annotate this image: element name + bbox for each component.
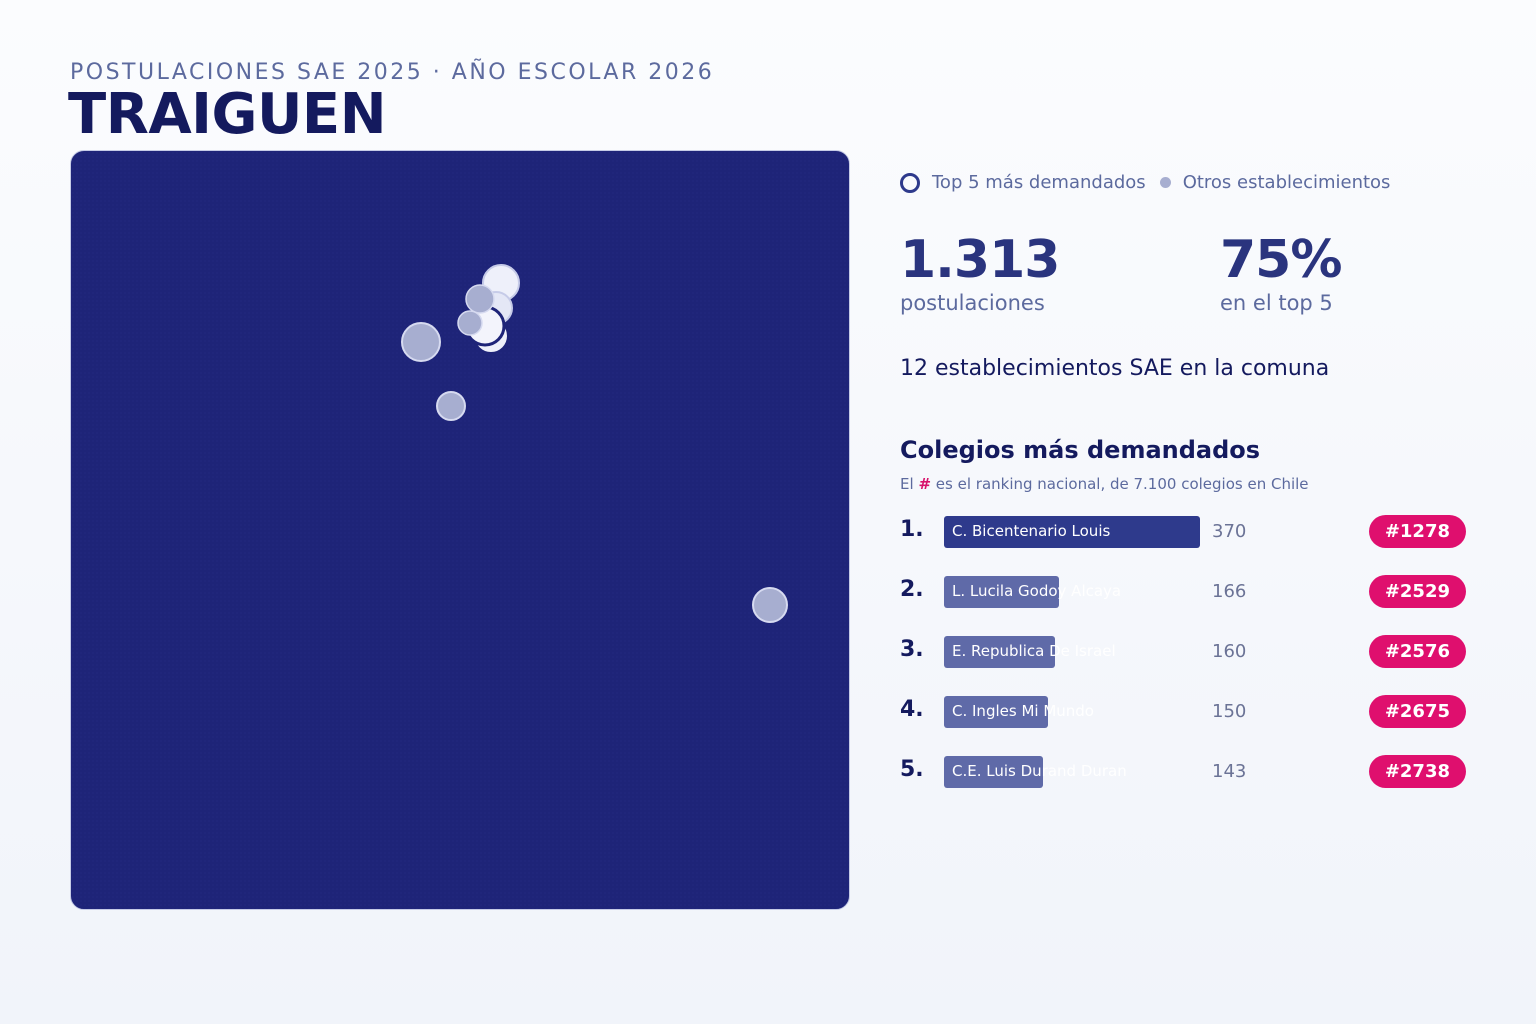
legend-top5-label: Top 5 más demandados [932,172,1146,193]
ranking-bar-track: L. Lucila Godoy Alcaya [944,576,1200,608]
ranking-bar [944,576,1059,608]
ranking-position: 2. [900,577,924,602]
ranking-list: 1. C. Bicentenario Louis 370 #1278 2. L. Luci… [900,515,1470,815]
ranking-bar [944,636,1055,668]
ranking-row[interactable]: 4. C. Ingles Mi Mundo 150 #2675 [900,695,1470,755]
page-subtitle: POSTULACIONES SAE 2025 · AÑO ESCOLAR 202… [70,60,715,85]
ranking-row[interactable]: 1. C. Bicentenario Louis 370 #1278 [900,515,1470,575]
ranking-row[interactable]: 5. C.E. Luis Durand Duran 143 #2738 [900,755,1470,815]
stat-total-label: postulaciones [900,291,1045,316]
stat-total-value: 1.313 [900,230,1060,290]
ranking-position: 5. [900,757,924,782]
national-rank-badge: #2675 [1368,695,1466,728]
ranking-row[interactable]: 3. E. Republica De Israel 160 #2576 [900,635,1470,695]
page-title: TRAIGUEN [68,82,387,147]
ranking-title: Colegios más demandados [900,436,1261,464]
ranking-school-name: L. Lucila Godoy Alcaya [952,582,1122,600]
map-texture [71,151,849,909]
stat-top5: 75% en el top 5 [1220,230,1342,316]
ranking-value: 143 [1212,761,1247,782]
national-rank-badge: #2576 [1368,635,1466,668]
map-marker-other[interactable] [457,310,483,336]
ranking-bar-track: C. Bicentenario Louis [944,516,1200,548]
ranking-school-name: C.E. Luis Durand Duran [952,762,1127,780]
ranking-bar [944,516,1200,548]
school-map-markers [71,151,849,909]
ranking-position: 4. [900,697,924,722]
ranking-bar-track: C. Ingles Mi Mundo [944,696,1200,728]
stat-top5-value: 75% [1220,230,1342,290]
map-marker-other[interactable] [436,391,466,421]
national-rank-badge: #1278 [1368,515,1466,548]
ranking-value: 166 [1212,581,1247,602]
ranking-school-name: C. Ingles Mi Mundo [952,702,1094,720]
ranking-school-name: E. Republica De Israel [952,642,1116,660]
ranking-bar-track: E. Republica De Israel [944,636,1200,668]
stat-top5-label: en el top 5 [1220,291,1333,316]
ranking-value: 150 [1212,701,1247,722]
others-dot-icon [1159,177,1171,188]
ranking-value: 370 [1212,521,1247,542]
ranking-position: 1. [900,517,924,542]
ranking-bar-track: C.E. Luis Durand Duran [944,756,1200,788]
map-legend: Top 5 más demandados Otros establecimien… [900,172,1390,193]
ranking-row[interactable]: 2. L. Lucila Godoy Alcaya 166 #2529 [900,575,1470,635]
schools-count: 12 establecimientos SAE en la comuna [900,356,1330,381]
map-marker-other[interactable] [752,587,788,623]
ranking-school-name: C. Bicentenario Louis [952,522,1111,540]
map-marker-other[interactable] [465,284,495,314]
ranking-bar [944,756,1043,788]
top5-ring-icon [900,172,920,193]
ranking-note-hash: # [918,475,932,493]
ranking-value: 160 [1212,641,1247,662]
national-rank-badge: #2529 [1368,575,1466,608]
ranking-note: El # es el ranking nacional, de 7.100 co… [900,475,1309,493]
legend-others-label: Otros establecimientos [1182,172,1391,193]
school-map[interactable] [70,150,850,910]
ranking-bar [944,696,1048,728]
map-marker-other[interactable] [401,322,441,362]
ranking-note-prefix: El [900,475,914,493]
ranking-note-suffix: es el ranking nacional, de 7.100 colegio… [935,475,1309,493]
stat-total: 1.313 postulaciones [900,230,1060,316]
national-rank-badge: #2738 [1368,755,1466,788]
ranking-position: 3. [900,637,924,662]
